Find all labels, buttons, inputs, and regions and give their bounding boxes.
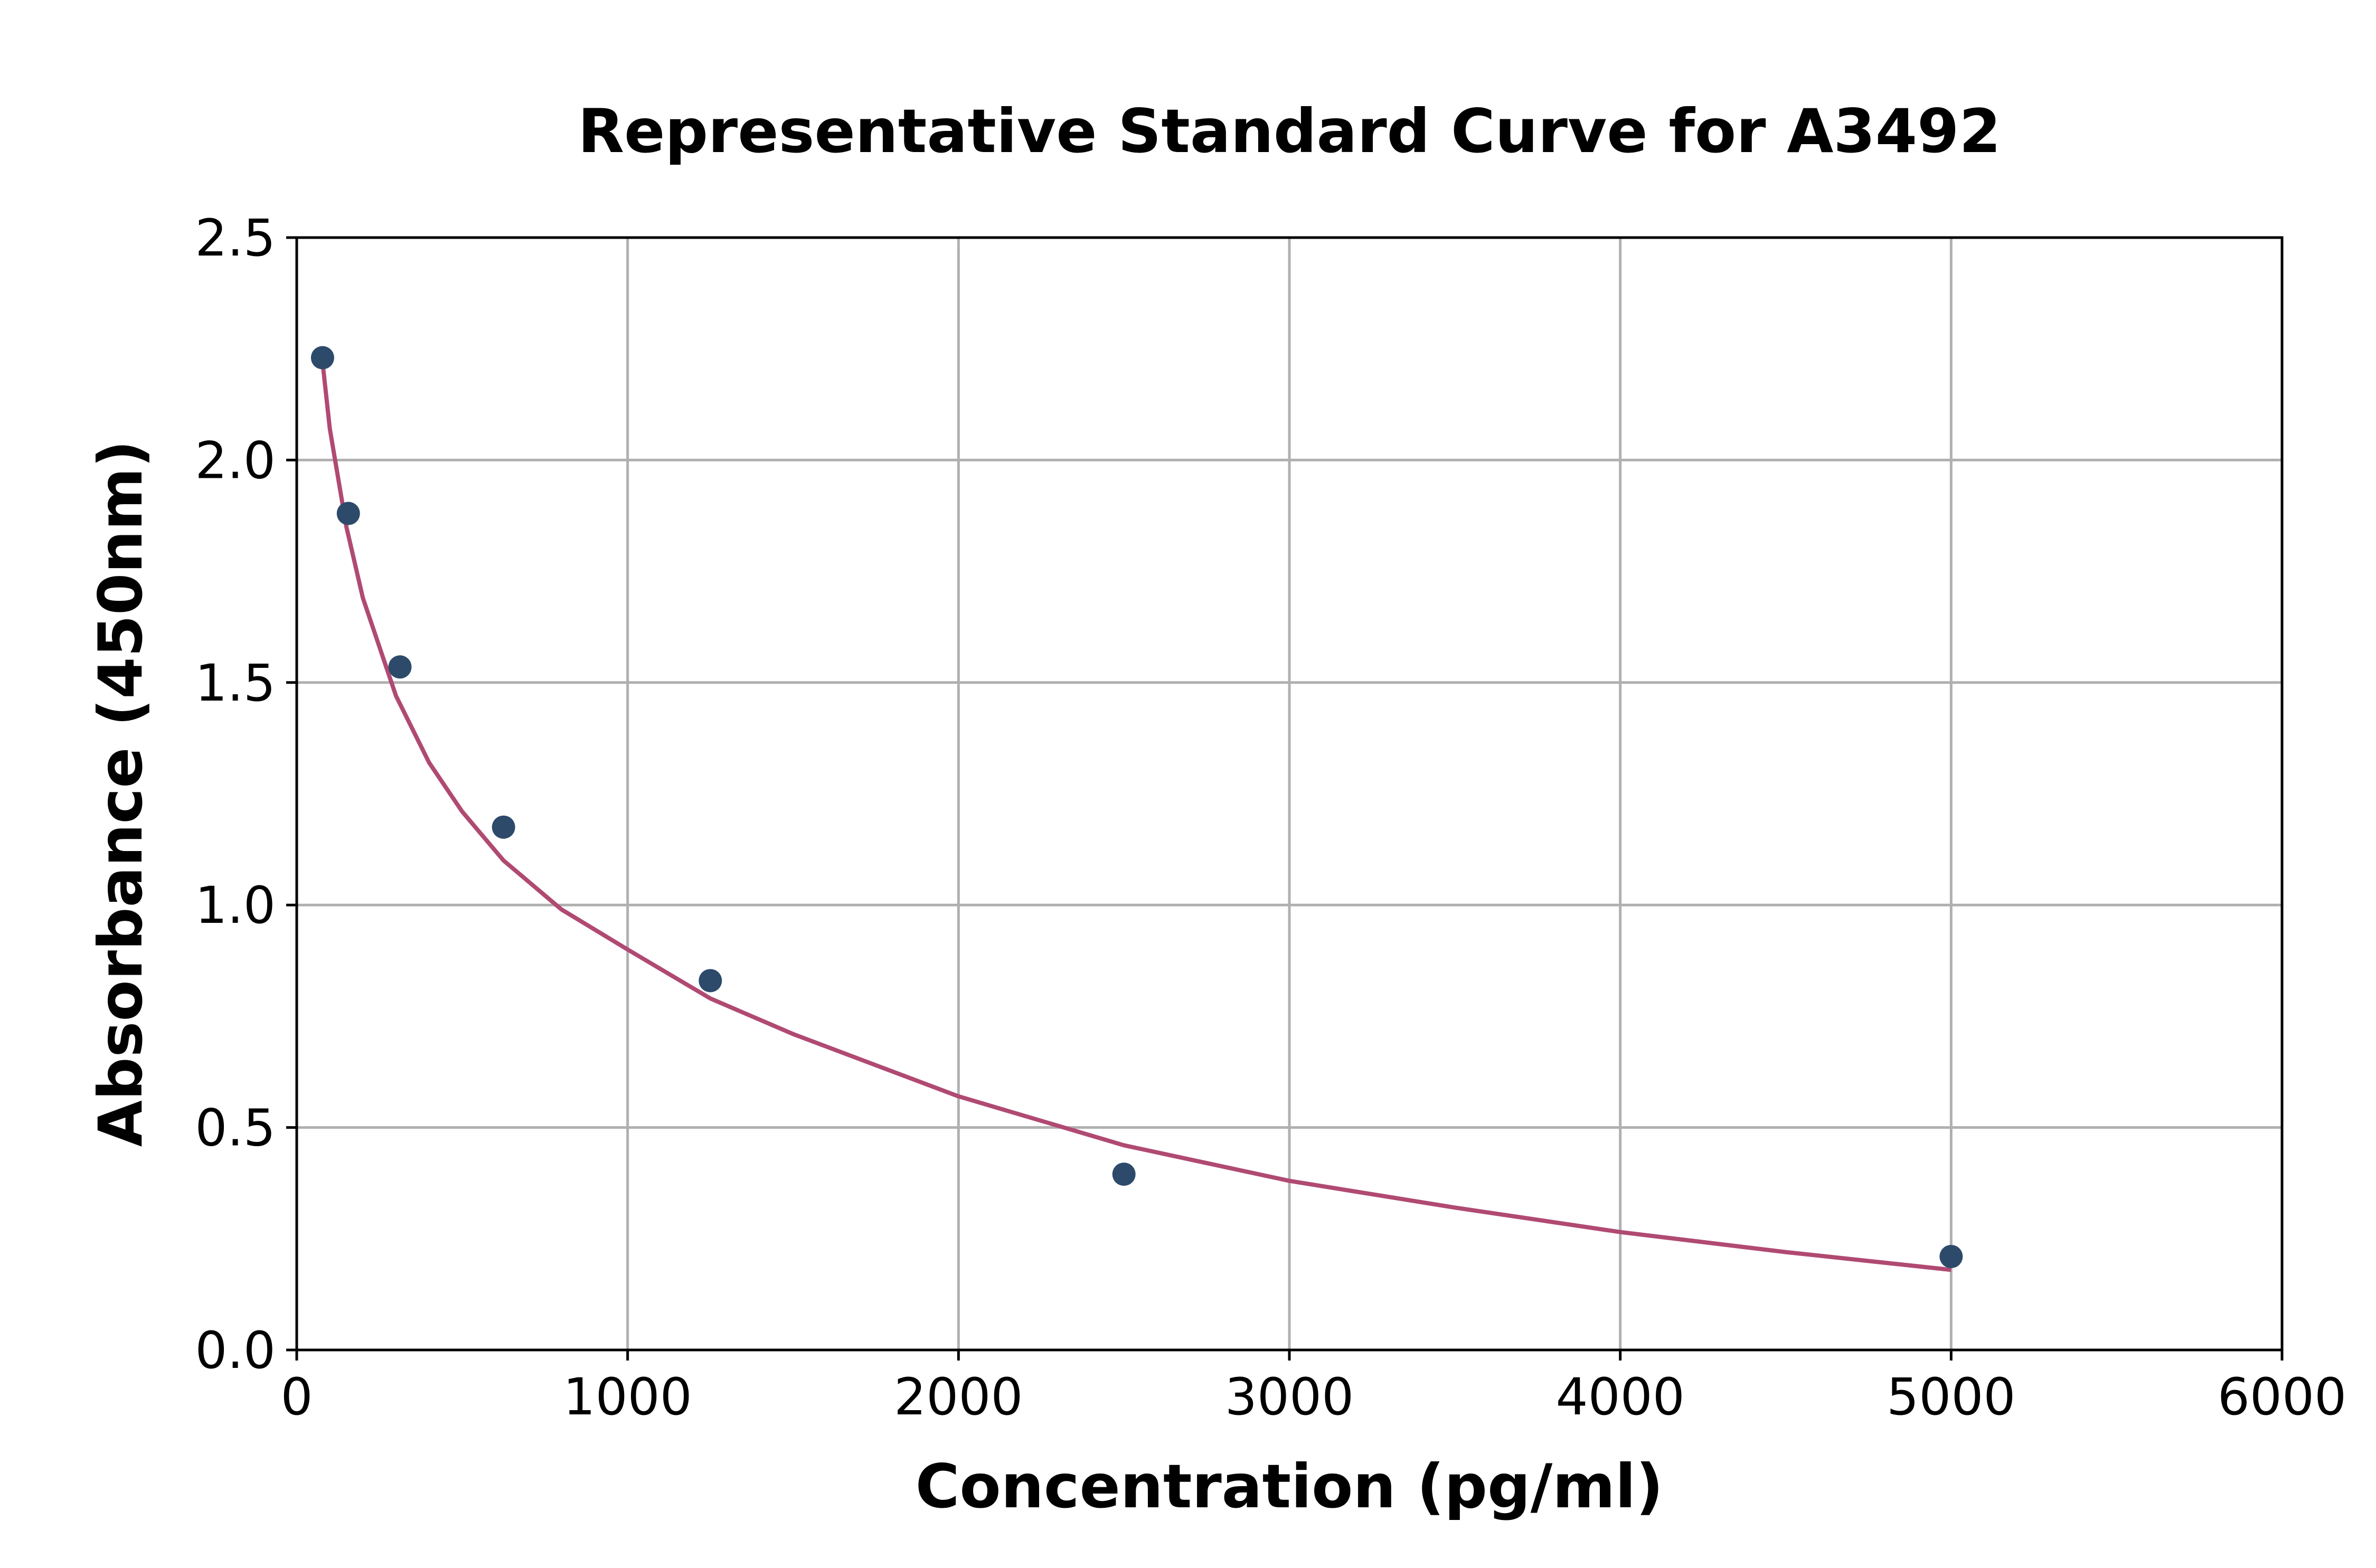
grid bbox=[295, 236, 2284, 1352]
x-tick-label: 3000 bbox=[1225, 1367, 1354, 1427]
y-tick-label: 1.5 bbox=[195, 654, 276, 713]
x-tick-label: 5000 bbox=[1887, 1367, 2015, 1427]
y-tick-label: 0.5 bbox=[195, 1099, 276, 1158]
fit-curve-line bbox=[320, 362, 1951, 1272]
y-tick-label: 2.5 bbox=[195, 209, 276, 268]
data-point bbox=[699, 969, 722, 993]
fit-curve-layer bbox=[320, 362, 1951, 1272]
data-point bbox=[310, 346, 334, 370]
y-axis-label: Absorbance (450nm) bbox=[86, 440, 156, 1147]
y-tick-label: 1.0 bbox=[195, 876, 276, 935]
y-tick-label: 0.0 bbox=[195, 1321, 276, 1380]
y-tick-label: 2.0 bbox=[195, 431, 276, 490]
data-point bbox=[336, 502, 360, 525]
chart-title: Representative Standard Curve for A3492 bbox=[578, 96, 2001, 166]
x-tick-label: 4000 bbox=[1556, 1367, 1685, 1427]
axis-ticks: 0 1000 2000 3000 4000 5000 6000 0.0 0.5 1.0 1.5 2.0… bbox=[195, 209, 2346, 1427]
data-points-layer bbox=[310, 346, 1963, 1269]
data-point bbox=[1112, 1163, 1136, 1186]
x-tick-label: 2000 bbox=[894, 1367, 1023, 1427]
data-point bbox=[1939, 1245, 1963, 1269]
x-tick-label: 6000 bbox=[2218, 1367, 2346, 1427]
data-point bbox=[388, 655, 412, 679]
x-axis-label: Concentration (pg/ml) bbox=[916, 1451, 1663, 1522]
x-tick-label: 0 bbox=[280, 1367, 313, 1427]
x-tick-label: 1000 bbox=[563, 1367, 692, 1427]
data-point bbox=[492, 815, 515, 839]
